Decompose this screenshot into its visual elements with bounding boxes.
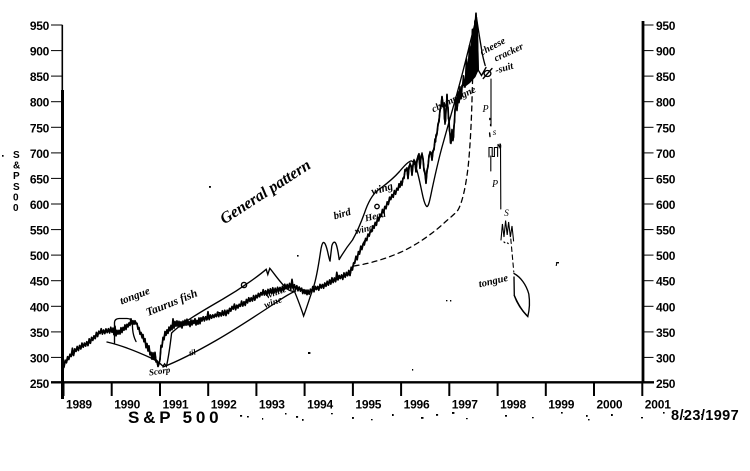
- svg-text:850: 850: [30, 70, 50, 84]
- svg-text:-suit: -suit: [494, 60, 516, 76]
- svg-text:1996: 1996: [404, 398, 430, 412]
- svg-text:1992: 1992: [211, 398, 237, 412]
- svg-text:wing: wing: [354, 223, 375, 237]
- svg-text:1998: 1998: [500, 398, 526, 412]
- svg-text:2000: 2000: [597, 398, 623, 412]
- svg-text:bird: bird: [332, 207, 353, 223]
- svg-text:s: s: [493, 127, 497, 137]
- svg-text:r: r: [555, 259, 559, 268]
- svg-text:900: 900: [656, 45, 676, 59]
- svg-text:1990: 1990: [114, 398, 140, 412]
- svg-text:800: 800: [656, 96, 676, 110]
- svg-text:500: 500: [30, 249, 50, 263]
- svg-text:1989: 1989: [66, 398, 92, 412]
- svg-text:1995: 1995: [355, 398, 381, 412]
- svg-text:0: 0: [13, 203, 19, 214]
- svg-text:1991: 1991: [163, 398, 189, 412]
- svg-text:1997: 1997: [452, 398, 478, 412]
- svg-text:til: til: [188, 347, 198, 358]
- svg-text:650: 650: [30, 172, 50, 186]
- svg-text:600: 600: [656, 198, 676, 212]
- svg-text:0: 0: [13, 192, 19, 203]
- svg-text:S: S: [13, 182, 20, 193]
- svg-text:8/23/1997: 8/23/1997: [671, 408, 739, 424]
- svg-text:250: 250: [656, 377, 676, 391]
- svg-text:P: P: [13, 171, 20, 182]
- svg-text:500: 500: [656, 249, 676, 263]
- svg-text:450: 450: [30, 275, 50, 289]
- svg-text:2001: 2001: [645, 398, 671, 412]
- svg-text:900: 900: [30, 45, 50, 59]
- svg-text:350: 350: [656, 326, 676, 340]
- svg-text:550: 550: [656, 224, 676, 238]
- svg-text:P: P: [491, 179, 498, 190]
- svg-text:1993: 1993: [259, 398, 285, 412]
- svg-text:P: P: [481, 104, 488, 115]
- svg-text:S: S: [13, 150, 20, 161]
- svg-text:650: 650: [656, 172, 676, 186]
- svg-text:S: S: [504, 208, 509, 218]
- svg-text:600: 600: [30, 198, 50, 212]
- svg-text:400: 400: [656, 300, 676, 314]
- svg-text:wing: wing: [370, 180, 395, 198]
- svg-text:&: &: [13, 161, 20, 172]
- svg-text:850: 850: [656, 70, 676, 84]
- svg-text:1994: 1994: [307, 398, 333, 412]
- svg-text:550: 550: [30, 224, 50, 238]
- svg-text:950: 950: [30, 19, 50, 33]
- svg-text:250: 250: [30, 377, 50, 391]
- svg-text:700: 700: [656, 147, 676, 161]
- svg-text:750: 750: [656, 121, 676, 135]
- svg-text:450: 450: [656, 275, 676, 289]
- svg-text:700: 700: [30, 147, 50, 161]
- svg-text:300: 300: [656, 351, 676, 365]
- svg-text:1999: 1999: [548, 398, 574, 412]
- svg-text:400: 400: [30, 300, 50, 314]
- svg-text:750: 750: [30, 121, 50, 135]
- svg-text:S&P 500: S&P 500: [128, 408, 222, 427]
- svg-text:950: 950: [656, 19, 676, 33]
- svg-text:Scorp: Scorp: [148, 365, 171, 378]
- svg-text:350: 350: [30, 326, 50, 340]
- svg-text:300: 300: [30, 351, 50, 365]
- svg-text:800: 800: [30, 96, 50, 110]
